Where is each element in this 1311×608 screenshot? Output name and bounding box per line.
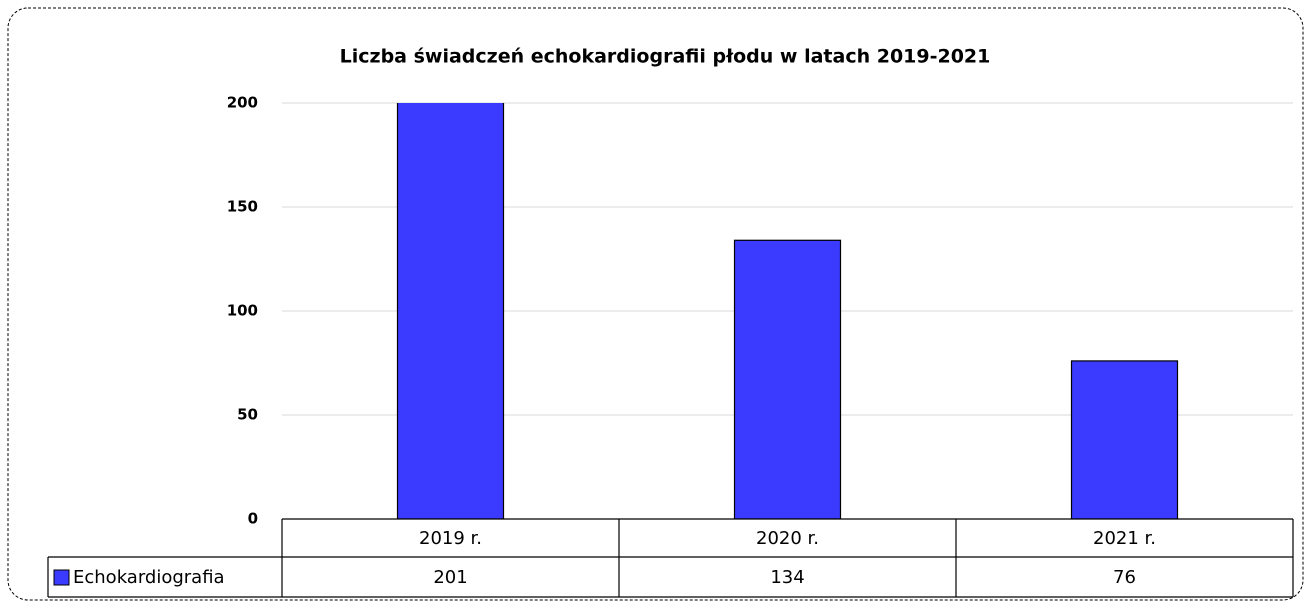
data-table-value: 134 bbox=[770, 567, 804, 588]
chart-border bbox=[7, 7, 1304, 601]
y-tick-label: 200 bbox=[227, 94, 258, 112]
legend-label: Echokardiografia bbox=[73, 567, 225, 588]
data-table-value: 76 bbox=[1113, 567, 1136, 588]
bar bbox=[1070, 360, 1179, 519]
legend-swatch bbox=[53, 569, 70, 586]
y-tick-label: 150 bbox=[227, 198, 258, 216]
y-tick-label: 100 bbox=[227, 302, 258, 320]
bar bbox=[733, 239, 842, 519]
y-tick-label: 50 bbox=[237, 406, 258, 424]
x-tick-label: 2020 r. bbox=[756, 528, 819, 549]
data-table-value: 201 bbox=[433, 567, 467, 588]
chart-title: Liczba świadczeń echokardiografii płodu … bbox=[340, 46, 991, 68]
x-tick-label: 2021 r. bbox=[1093, 528, 1156, 549]
bar bbox=[396, 103, 505, 519]
x-tick-label: 2019 r. bbox=[419, 528, 482, 549]
y-tick-label: 0 bbox=[248, 510, 258, 528]
